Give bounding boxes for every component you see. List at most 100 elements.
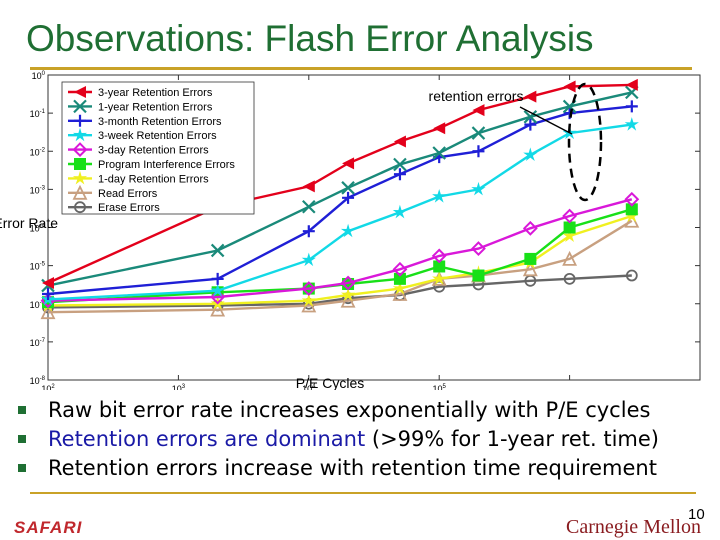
slide-title: Observations: Flash Error Analysis [26,18,594,59]
data-point [524,252,537,265]
series-1 [41,85,639,293]
y-axis-label: Raw Bit Error Rate [0,215,58,231]
data-point [432,189,447,203]
data-point [563,272,576,285]
annotation-ellipse [567,82,603,202]
data-point [340,223,356,238]
data-point [624,191,640,207]
data-point [42,277,54,290]
series-line [47,214,633,307]
data-point [340,292,356,308]
data-point [393,135,406,148]
data-point [392,261,408,277]
legend-label: Read Errors [98,188,158,200]
y-tick-label: 10-2 [30,147,46,157]
legend-label: Program Interference Errors [98,159,235,171]
legend-label: 3-year Retention Errors [98,87,213,99]
bullet-text-post: (>99% for 1-year ret. time) [365,427,659,451]
series-line [47,91,633,287]
chart-annotation: retention errors [429,82,603,202]
bullet-list: Raw bit error rate increases exponential… [18,396,659,483]
legend-item: 3-week Retention Errors [68,127,217,142]
bullet-item: Retention errors are dominant (>99% for … [18,425,659,454]
bullet-marker [18,406,26,414]
data-point [522,261,538,277]
legend-label: 3-day Retention Errors [98,145,209,157]
data-point [625,78,638,91]
bullet-text-pre: Retention errors increase with retention… [48,456,657,480]
data-point [563,80,576,93]
data-point [74,158,86,170]
annotation-label: retention errors [429,88,524,104]
legend-item: Program Interference Errors [68,158,235,171]
y-tick-label: 100 [32,71,46,81]
data-point [210,289,226,305]
chart-series [40,78,640,320]
carnegie-mellon-logo: Carnegie Mellon [566,516,701,538]
data-point [342,157,355,170]
y-tick-label: 10-4 [30,224,46,234]
data-point [625,269,638,282]
data-point [302,199,316,214]
chart-legend: 3-year Retention Errors 1-year Retention … [61,81,255,215]
data-point [392,204,408,219]
data-point [393,168,406,181]
series-line [47,208,633,304]
data-point [522,220,538,236]
data-point [562,250,578,266]
legend-item: Read Errors [68,184,158,200]
data-point [625,203,638,216]
y-tick-label: 10-7 [30,338,46,348]
data-point [523,110,538,124]
series-8 [42,269,638,314]
data-point [433,280,446,293]
data-point [392,286,408,301]
data-point [472,104,485,117]
legend-label: 3-month Retention Errors [98,116,222,128]
series-line [47,105,632,296]
title-underline [30,67,692,70]
data-point [432,146,446,160]
x-axis-label: P/E Cycles [296,375,364,390]
legend-item: Erase Errors [68,201,160,214]
legend-box [61,81,255,215]
series-line [47,123,632,301]
legend-item: 3-day Retention Errors [68,142,209,158]
legend-item: 3-year Retention Errors [68,86,213,99]
legend-label: 1-day Retention Errors [98,173,209,185]
legend-item: 1-year Retention Errors [68,99,213,114]
data-point [340,287,356,301]
data-point [524,90,537,103]
data-point [72,184,88,200]
series-4 [40,191,640,309]
data-point [472,145,485,158]
bullet-marker [18,435,26,443]
data-point [301,281,317,296]
data-point [433,122,446,135]
data-point [342,191,355,204]
footer-rule [30,492,696,494]
data-point [431,248,447,264]
data-point [210,301,226,317]
data-point [562,228,577,242]
data-point [42,288,54,301]
y-tick-label: 10-3 [30,185,46,195]
legend-label: 3-week Retention Errors [98,130,217,142]
data-point [72,127,88,142]
data-point [74,201,86,214]
data-point [524,118,537,131]
data-point [73,99,87,114]
data-point [472,269,485,282]
data-point [72,170,88,185]
data-point [74,114,86,127]
bullet-text-pre: Raw bit error rate increases exponential… [48,398,651,422]
data-point [471,181,486,196]
data-point [471,241,486,256]
x-tick-label: 105 [433,384,447,390]
data-point [563,221,576,234]
x-tick-label: 102 [41,384,55,390]
data-point [40,304,56,320]
data-point [301,252,316,267]
data-point [302,180,315,193]
data-point [340,275,356,291]
